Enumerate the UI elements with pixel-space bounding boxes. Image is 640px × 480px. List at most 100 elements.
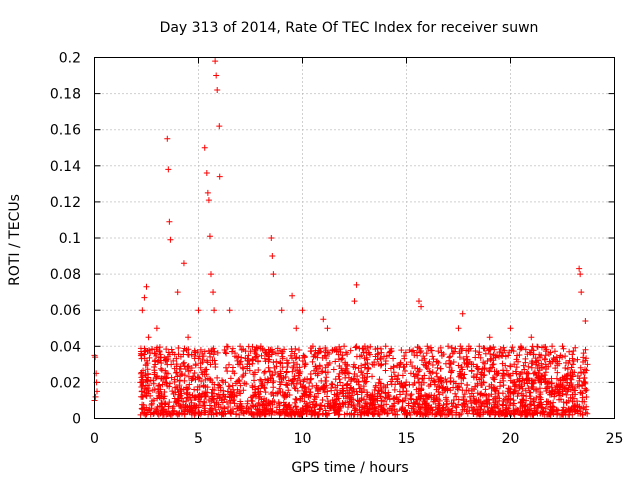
data-point	[201, 399, 208, 406]
data-point	[307, 348, 314, 355]
data-point	[437, 344, 444, 351]
data-point	[421, 372, 428, 379]
data-point	[452, 380, 459, 387]
data-point	[207, 271, 214, 278]
data-point	[203, 357, 210, 364]
x-axis-ticks: 0 5 10 15 20 25	[90, 57, 623, 447]
data-point	[144, 409, 151, 416]
data-point	[185, 334, 192, 341]
data-point	[199, 359, 206, 366]
data-point	[446, 364, 453, 371]
data-point	[246, 367, 253, 374]
data-point	[353, 353, 360, 360]
data-point	[525, 363, 532, 370]
data-point	[263, 405, 270, 412]
data-point	[554, 369, 561, 376]
data-point	[531, 407, 538, 414]
data-point	[415, 368, 422, 375]
data-point	[420, 353, 427, 360]
data-point	[452, 390, 459, 397]
data-point	[258, 377, 265, 384]
data-point	[486, 400, 493, 407]
data-point	[377, 355, 384, 362]
data-point	[328, 380, 335, 387]
data-point	[177, 372, 184, 379]
data-point	[574, 407, 581, 414]
data-point	[425, 345, 432, 352]
data-point	[490, 351, 497, 358]
data-point	[237, 358, 244, 365]
data-point	[450, 384, 457, 391]
data-point	[513, 356, 520, 363]
data-point	[517, 399, 524, 406]
data-point	[280, 392, 287, 399]
data-point	[229, 397, 236, 404]
data-point	[341, 343, 348, 350]
data-point	[154, 344, 161, 351]
data-point	[572, 385, 579, 392]
data-point	[187, 367, 194, 374]
data-point	[474, 371, 481, 378]
data-point	[538, 360, 545, 367]
data-point	[294, 361, 301, 368]
data-point	[202, 391, 209, 398]
data-point	[385, 393, 392, 400]
data-point	[538, 399, 545, 406]
data-point	[390, 395, 397, 402]
data-point	[375, 350, 382, 357]
data-point	[185, 363, 192, 370]
data-point	[419, 375, 426, 382]
data-point	[312, 410, 319, 417]
data-point	[374, 410, 381, 417]
data-point	[139, 307, 146, 314]
data-point	[445, 410, 452, 417]
data-point	[450, 397, 457, 404]
data-point	[214, 349, 221, 356]
data-point	[164, 361, 171, 368]
data-point	[582, 406, 589, 413]
data-point	[340, 401, 347, 408]
chart-title: Day 313 of 2014, Rate Of TEC Index for r…	[160, 20, 539, 36]
data-point	[269, 253, 276, 260]
data-point	[272, 369, 279, 376]
data-point	[520, 397, 527, 404]
data-point	[541, 356, 548, 363]
data-point	[435, 388, 442, 395]
data-point	[144, 366, 151, 373]
data-point	[279, 388, 286, 395]
data-point	[376, 376, 383, 383]
data-point	[292, 395, 299, 402]
data-point	[418, 347, 425, 354]
data-point	[206, 402, 213, 409]
data-point	[397, 380, 404, 387]
data-point	[555, 381, 562, 388]
data-point	[160, 406, 167, 413]
data-point	[382, 343, 389, 350]
data-point	[365, 366, 372, 373]
data-point	[430, 356, 437, 363]
data-point	[330, 366, 337, 373]
data-point	[481, 365, 488, 372]
data-point	[207, 353, 214, 360]
data-point	[453, 393, 460, 400]
data-point	[501, 371, 508, 378]
data-point	[543, 346, 550, 353]
data-point	[422, 362, 429, 369]
data-point	[196, 375, 203, 382]
data-point	[182, 366, 189, 373]
data-point	[203, 170, 210, 177]
data-point	[201, 144, 208, 151]
data-point	[296, 411, 303, 418]
data-point	[382, 367, 389, 374]
data-point	[216, 173, 223, 180]
data-point	[294, 367, 301, 374]
data-point	[177, 403, 184, 410]
data-point	[255, 367, 262, 374]
data-point	[258, 352, 265, 359]
data-point	[486, 367, 492, 374]
data-point	[507, 409, 514, 416]
data-point	[567, 375, 574, 382]
data-point	[503, 393, 510, 400]
data-point	[408, 391, 415, 398]
data-point	[265, 346, 272, 353]
